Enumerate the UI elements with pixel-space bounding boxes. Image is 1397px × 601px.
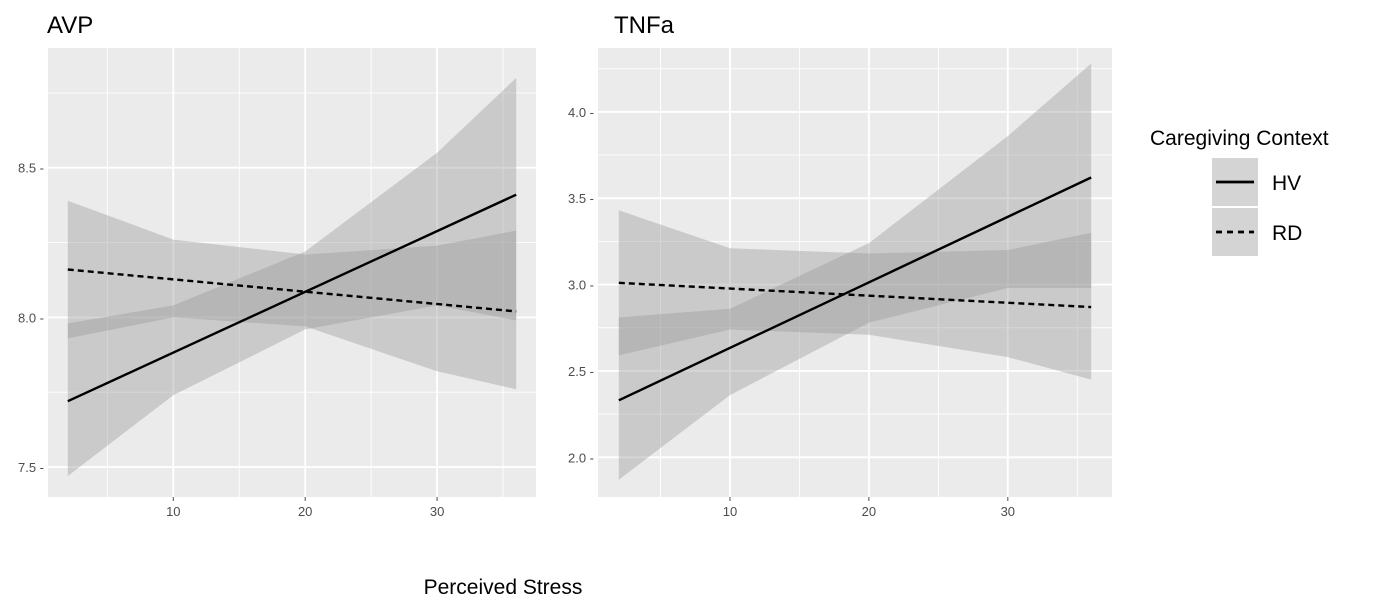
- tnfa-plot-background: [598, 48, 1112, 497]
- avp-y-tick-label: 8.0 -: [18, 310, 44, 325]
- avp-line-rd: [67, 268, 517, 313]
- avp-x-axis: 10 20 30: [166, 497, 444, 519]
- legend: Caregiving Context HV RD: [1150, 127, 1329, 256]
- tnfa-confidence-bands: [618, 63, 1092, 480]
- tnfa-line-rd: [618, 281, 1092, 309]
- tnfa-x-tick-label: 30: [1001, 504, 1015, 519]
- tnfa-y-tick-label: 2.5 -: [568, 364, 594, 379]
- tnfa-ribbon-hv: [618, 63, 1092, 480]
- avp-x-tick-label: 20: [298, 504, 312, 519]
- avp-x-tick-label: 10: [166, 504, 180, 519]
- legend-label-rd: RD: [1272, 222, 1302, 245]
- tnfa-x-axis: 10 20 30: [723, 497, 1015, 519]
- legend-item-rd: RD: [1212, 208, 1302, 256]
- avp-ribbon-rd: [67, 200, 517, 390]
- avp-y-tick-label: 7.5 -: [18, 460, 44, 475]
- avp-plot-background: [48, 48, 536, 497]
- tnfa-panel: TNFa 2.0 - 2.5 - 3.0 - 3.5 - 4.0 - 10 20 30: [568, 12, 1112, 519]
- avp-panel-title: AVP: [47, 12, 93, 39]
- legend-item-hv: HV: [1212, 158, 1301, 206]
- legend-label-hv: HV: [1272, 172, 1301, 195]
- tnfa-x-tick-label: 20: [862, 504, 876, 519]
- avp-x-tick-label: 30: [430, 504, 444, 519]
- tnfa-ribbon-rd: [618, 210, 1092, 380]
- avp-confidence-bands: [67, 77, 517, 477]
- tnfa-y-tick-label: 4.0 -: [568, 105, 594, 120]
- avp-y-axis: 7.5 - 8.0 - 8.5 -: [18, 161, 44, 475]
- avp-regression-lines: [67, 193, 517, 403]
- tnfa-y-axis: 2.0 - 2.5 - 3.0 - 3.5 - 4.0 -: [568, 105, 594, 465]
- tnfa-panel-title: TNFa: [614, 12, 675, 39]
- x-axis-label: Perceived Stress: [424, 576, 583, 599]
- avp-panel: AVP 7.5 - 8.0 - 8.5 - 10 20 30: [18, 12, 536, 519]
- avp-y-tick-label: 8.5 -: [18, 161, 44, 176]
- legend-title: Caregiving Context: [1150, 127, 1329, 150]
- avp-ribbon-hv: [67, 77, 517, 477]
- tnfa-y-tick-label: 2.0 -: [568, 450, 594, 465]
- avp-grid: [48, 48, 536, 497]
- tnfa-x-tick-label: 10: [723, 504, 737, 519]
- tnfa-y-tick-label: 3.0 -: [568, 278, 594, 293]
- tnfa-regression-lines: [618, 176, 1092, 402]
- tnfa-line-hv: [618, 176, 1092, 402]
- tnfa-y-tick-label: 3.5 -: [568, 191, 594, 206]
- avp-line-hv: [67, 193, 517, 403]
